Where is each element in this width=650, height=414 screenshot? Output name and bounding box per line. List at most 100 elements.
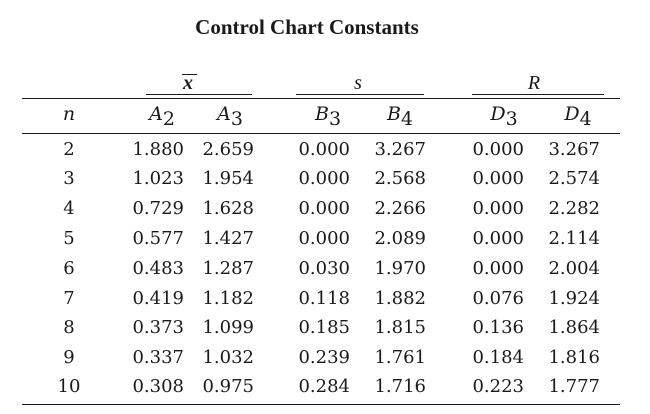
cell-d4: 1.816 [548,347,600,368]
cell-d4: 2.282 [548,198,600,219]
cell-a3: 1.287 [202,258,254,279]
cell-b4: 2.266 [374,198,426,219]
table-row: 6 0.483 1.287 0.030 1.970 0.000 2.004 [0,254,650,284]
cell-b4: 1.970 [374,258,426,279]
cell-d3: 0.000 [472,139,524,160]
table-row: 3 1.023 1.954 0.000 2.568 0.000 2.574 [0,164,650,194]
header-bottom-rule [22,133,620,134]
header-d3-sub: 3 [505,108,518,130]
cell-d4: 2.004 [548,258,600,279]
header-n: n [62,103,76,125]
group-header-s: s [354,72,362,94]
cell-d3: 0.000 [472,198,524,219]
cell-b4: 1.882 [374,288,426,309]
header-d3: D3 [482,103,526,130]
cell-n: 6 [63,258,75,279]
cell-b4: 1.815 [374,317,426,338]
cell-d3: 0.184 [472,347,524,368]
table-row: 4 0.729 1.628 0.000 2.266 0.000 2.282 [0,194,650,224]
cell-a3: 0.975 [202,376,254,397]
group-header-xbar: x [176,72,200,95]
cell-b3: 0.000 [298,198,350,219]
header-a3: A3 [208,103,252,130]
cell-d4: 1.924 [548,288,600,309]
cell-d3: 0.223 [472,376,524,397]
header-a3-sub: 3 [230,108,243,130]
cell-d4: 2.114 [548,228,600,249]
cell-b4: 1.761 [374,347,426,368]
cell-a3: 1.099 [202,317,254,338]
cell-a3: 1.954 [202,168,254,189]
table-top-rule [22,98,620,99]
cell-a2: 0.373 [132,317,184,338]
cell-d3: 0.000 [472,258,524,279]
table-row: 5 0.577 1.427 0.000 2.089 0.000 2.114 [0,224,650,254]
cell-a3: 1.427 [202,228,254,249]
header-b4-letter: B [386,103,401,125]
cell-a3: 2.659 [202,139,254,160]
cell-a2: 0.308 [132,376,184,397]
cell-a2: 0.729 [132,198,184,219]
table-row: 8 0.373 1.099 0.185 1.815 0.136 1.864 [0,313,650,343]
cell-b3: 0.284 [298,376,350,397]
table-title: Control Chart Constants [195,15,419,39]
cell-n: 9 [63,347,75,368]
cell-b3: 0.030 [298,258,350,279]
cell-n: 3 [63,168,75,189]
cell-d4: 1.777 [548,376,600,397]
header-b3: B3 [306,103,350,130]
cell-b3: 0.118 [298,288,350,309]
table-bottom-rule [22,404,620,405]
header-a3-letter: A [217,103,231,125]
cell-b4: 1.716 [374,376,426,397]
table-row: 2 1.880 2.659 0.000 3.267 0.000 3.267 [0,135,650,165]
group-rule-s [296,94,424,95]
cell-b4: 3.267 [374,139,426,160]
cell-n: 4 [63,198,75,219]
overline-mark [182,74,197,75]
cell-b4: 2.089 [374,228,426,249]
cell-a2: 0.419 [132,288,184,309]
cell-b3: 0.000 [298,228,350,249]
cell-b3: 0.239 [298,347,350,368]
group-header-xbar-label: x [183,72,193,94]
cell-a2: 1.023 [132,168,184,189]
header-a2: A2 [140,103,184,130]
cell-n: 8 [63,317,75,338]
cell-a2: 0.337 [132,347,184,368]
header-d4: D4 [556,103,600,130]
cell-n: 7 [63,288,75,309]
cell-d4: 3.267 [548,139,600,160]
header-b3-sub: 3 [328,108,342,130]
cell-d4: 1.864 [548,317,600,338]
header-b4-sub: 4 [400,108,414,130]
cell-a2: 1.880 [132,139,184,160]
table-row: 7 0.419 1.182 0.118 1.882 0.076 1.924 [0,284,650,314]
cell-b3: 0.000 [298,139,350,160]
cell-n: 5 [63,228,75,249]
cell-a3: 1.182 [202,288,254,309]
header-b3-letter: B [314,103,329,125]
cell-d3: 0.136 [472,317,524,338]
header-d3-letter: D [490,103,506,125]
cell-a2: 0.577 [132,228,184,249]
cell-a2: 0.483 [132,258,184,279]
table-row: 9 0.337 1.032 0.239 1.761 0.184 1.816 [0,343,650,373]
header-a2-sub: 2 [162,108,175,130]
cell-a3: 1.628 [202,198,254,219]
cell-n: 10 [57,376,81,397]
header-a2-letter: A [149,103,163,125]
cell-b3: 0.185 [298,317,350,338]
cell-b4: 2.568 [374,168,426,189]
group-header-r: R [527,72,541,94]
cell-d4: 2.574 [548,168,600,189]
header-d4-sub: 4 [579,108,592,130]
cell-d3: 0.000 [472,168,524,189]
cell-d3: 0.076 [472,288,524,309]
group-rule-xbar [146,94,252,95]
header-b4: B4 [378,103,422,130]
group-rule-r [472,94,604,95]
cell-n: 2 [63,139,75,160]
cell-a3: 1.032 [202,347,254,368]
table-row: 10 0.308 0.975 0.284 1.716 0.223 1.777 [0,372,650,402]
